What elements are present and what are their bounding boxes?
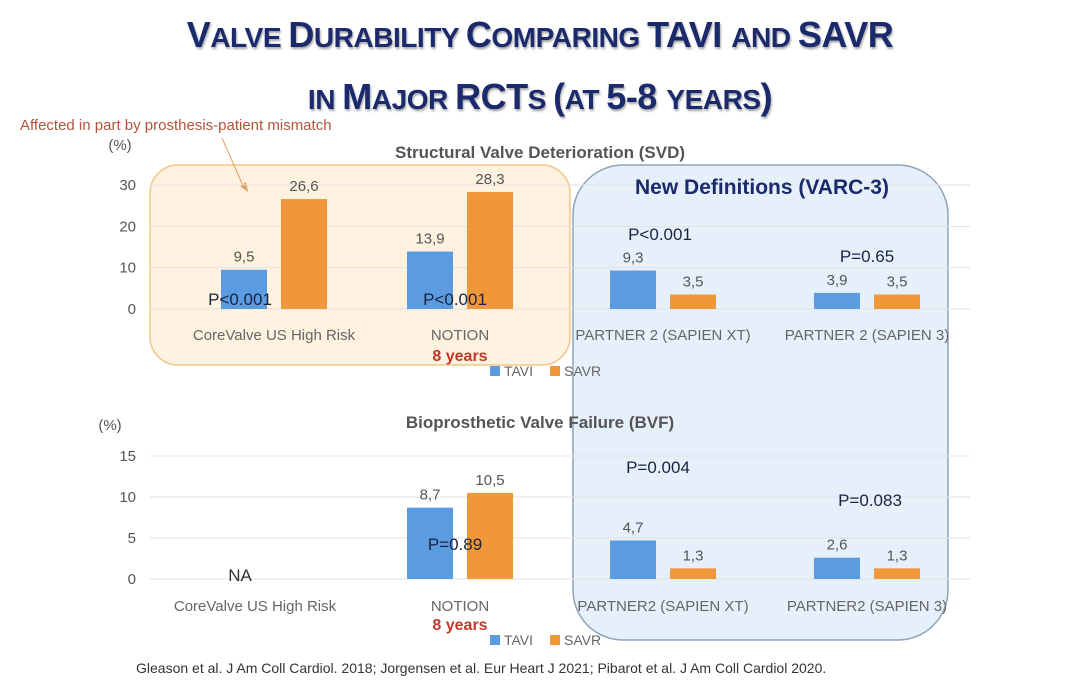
- bar-tavi: [814, 292, 860, 309]
- legend-label-tavi: TAVI: [504, 363, 533, 379]
- bar-tavi: [407, 251, 453, 309]
- legend-swatch-tavi: [490, 635, 500, 645]
- title-segment: URABILITY: [313, 22, 466, 53]
- data-label: 26,6: [289, 178, 318, 195]
- data-label: 3,9: [827, 272, 848, 289]
- bar-tavi: [610, 540, 656, 579]
- category-label: PARTNER 2 (SAPIEN XT): [575, 327, 750, 344]
- data-label: 1,3: [887, 547, 908, 564]
- y-tick-label: 5: [128, 530, 136, 547]
- y-tick-label: 0: [128, 301, 136, 318]
- category-note: 8 years: [432, 617, 487, 634]
- y-axis-label: (%): [98, 417, 121, 434]
- title-segment: ): [760, 76, 773, 117]
- y-tick-label: 0: [128, 571, 136, 588]
- bar-savr: [670, 568, 716, 579]
- bar-savr: [874, 568, 920, 579]
- varc3-label: New Definitions (VARC-3): [635, 176, 889, 199]
- bar-savr: [670, 294, 716, 309]
- bar-savr: [874, 294, 920, 309]
- title-segment: D: [288, 14, 314, 55]
- legend-label-savr: SAVR: [564, 632, 601, 648]
- title-segment: V: [186, 14, 211, 55]
- category-label: PARTNER2 (SAPIEN 3): [787, 598, 947, 615]
- y-tick-label: 15: [119, 448, 136, 465]
- y-tick-label: 10: [119, 489, 136, 506]
- y-tick-label: 20: [119, 218, 136, 235]
- title-segment: SAVR: [797, 14, 894, 55]
- annotation-text: Affected in part by prosthesis-patient m…: [20, 117, 332, 134]
- y-axis-label: (%): [108, 137, 131, 154]
- data-label: 13,9: [415, 231, 444, 248]
- p-value: P=0.89: [428, 535, 482, 554]
- annotation-arrow-line: [221, 137, 245, 189]
- orange-highlight-box: [149, 164, 571, 366]
- title-segment: IN: [307, 84, 343, 115]
- chart-title: Bioprosthetic Valve Failure (BVF): [406, 413, 674, 432]
- title-segment: (: [553, 76, 565, 117]
- title-segment: OMPARING: [491, 22, 648, 53]
- title-segment: AND: [731, 22, 798, 53]
- p-value: P=0.004: [626, 458, 690, 477]
- data-label: 9,5: [234, 249, 255, 266]
- bar-tavi: [221, 269, 267, 309]
- slide-title-line-1: VALVE DURABILITY COMPARING TAVI AND SAVR: [0, 14, 1080, 56]
- data-label: 3,5: [887, 274, 908, 291]
- p-value: P<0.001: [208, 290, 272, 309]
- title-segment: ALVE: [210, 22, 289, 53]
- title-segment: YEARS: [666, 84, 761, 115]
- title-segment: C: [465, 14, 492, 55]
- p-value: P=0.083: [838, 491, 902, 510]
- category-note: 8 years: [432, 348, 487, 365]
- data-label: 4,7: [623, 519, 644, 536]
- data-label: 9,3: [623, 250, 644, 267]
- slide-title-line-2: IN MAJOR RCTS (AT 5-8 YEARS): [0, 76, 1080, 118]
- bar-tavi: [610, 270, 656, 309]
- category-label: NOTION: [431, 598, 489, 615]
- data-label: 8,7: [420, 487, 441, 504]
- title-segment: M: [342, 76, 372, 117]
- data-label: 2,6: [827, 537, 848, 554]
- bar-savr: [467, 192, 513, 309]
- p-value: P<0.001: [423, 290, 487, 309]
- data-label: 10,5: [475, 472, 504, 489]
- category-label: PARTNER 2 (SAPIEN 3): [785, 327, 950, 344]
- title-segment: AT: [564, 84, 607, 115]
- category-label: NOTION: [431, 327, 489, 344]
- citation: Gleason et al. J Am Coll Cardiol. 2018; …: [136, 660, 827, 676]
- bar-savr: [467, 492, 513, 579]
- category-label: PARTNER2 (SAPIEN XT): [577, 598, 748, 615]
- title-segment: S: [527, 84, 554, 115]
- legend-label-savr: SAVR: [564, 363, 601, 379]
- bar-tavi: [814, 557, 860, 579]
- data-label: 1,3: [683, 547, 704, 564]
- bar-tavi: [407, 507, 453, 579]
- p-value: P<0.001: [628, 225, 692, 244]
- chart-title: Structural Valve Deterioration (SVD): [395, 143, 685, 162]
- title-segment: RCT: [455, 76, 528, 117]
- data-label: 28,3: [475, 171, 504, 188]
- legend-swatch-savr: [550, 635, 560, 645]
- legend-swatch-savr: [550, 366, 560, 376]
- p-value: P=0.65: [840, 247, 894, 266]
- na-label: NA: [228, 566, 252, 585]
- y-tick-label: 10: [119, 260, 136, 277]
- title-segment: TAVI: [647, 14, 732, 55]
- category-label: CoreValve US High Risk: [193, 327, 356, 344]
- bar-savr: [281, 199, 327, 309]
- legend-swatch-tavi: [490, 366, 500, 376]
- data-label: 3,5: [683, 274, 704, 291]
- varc3-highlight-box: [572, 164, 949, 641]
- y-tick-label: 30: [119, 177, 136, 194]
- title-segment: 5-8: [606, 76, 667, 117]
- title-segment: AJOR: [371, 84, 456, 115]
- legend-label-tavi: TAVI: [504, 632, 533, 648]
- category-label: CoreValve US High Risk: [174, 598, 337, 615]
